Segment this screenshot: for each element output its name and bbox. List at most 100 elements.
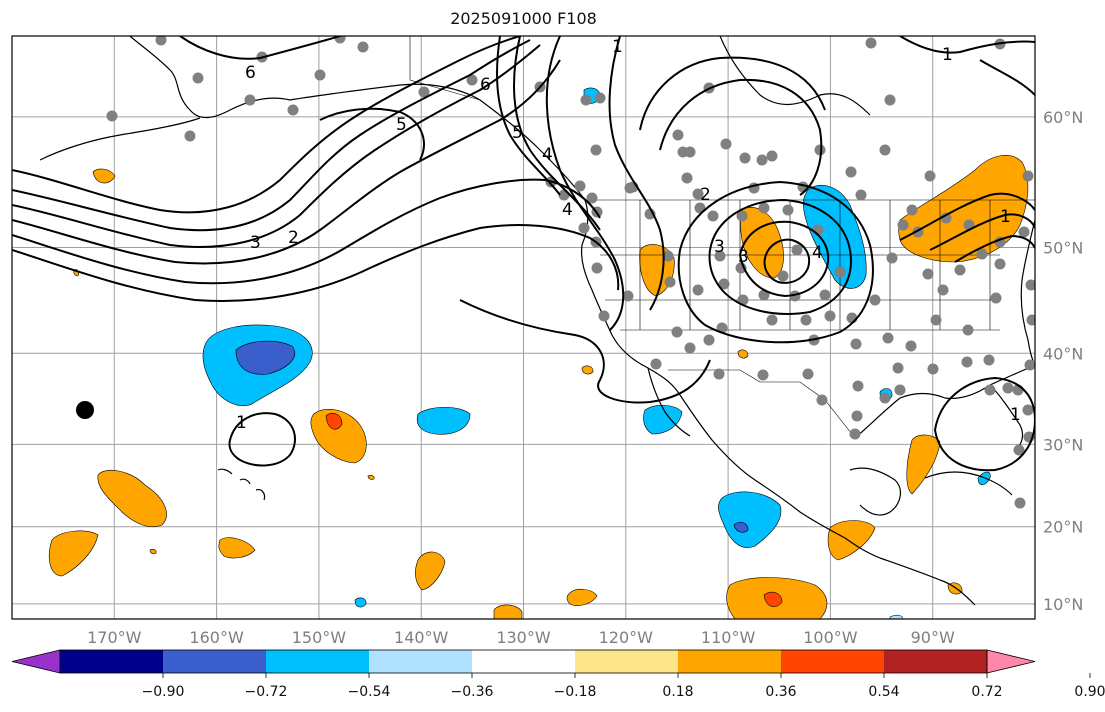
positive-anomaly-small-2 [149,548,157,555]
map-title: 2025091000 F108 [450,9,597,28]
station-dot [897,219,909,231]
positive-anomaly-gulf-east [906,434,941,495]
station-dot [586,192,598,204]
graticule [12,36,1035,619]
contour-west-trough-4 [608,36,665,311]
contour-label: 4 [562,200,573,220]
station-dot [1014,497,1026,509]
station-dot [1022,404,1034,416]
station-dot [869,294,881,306]
station-dot [692,284,704,296]
station-dot [184,130,196,142]
station-dot [707,210,719,222]
station-dot [558,189,570,201]
contour-cutoff-low-core [763,238,811,284]
station-dot [692,188,704,200]
colorbar-segment [781,650,885,673]
contour-label: 4 [812,243,823,263]
station-dot [574,180,586,192]
station-dot [1026,314,1035,326]
contour-northeast [899,36,1035,54]
station-dot [671,326,683,338]
contour-label: 1 [236,413,247,433]
positive-anomaly-hawaii-west [97,469,167,528]
contour-north-pacific-1 [12,36,521,214]
contour-great-lakes-3 [954,234,1035,263]
baja [647,367,691,437]
latitude-labels: 10°N 20°N 30°N 40°N 50°N 60°N [1043,108,1083,614]
station-dot [713,368,725,380]
station-dot [984,384,996,396]
station-dot [418,86,430,98]
station-dot [816,394,828,406]
negative-anomaly-south-mexico [889,614,903,619]
station-dot [940,212,952,224]
colorbar-tick-label: −0.18 [554,684,597,700]
latitude-label: 40°N [1043,344,1083,363]
yucatan [849,467,902,516]
station-dot [819,289,831,301]
station-dot [684,342,696,354]
station-dot [192,72,204,84]
longitude-label: 160°W [189,628,244,647]
us-mexico-border [668,369,856,439]
station-dot [777,270,789,282]
contour-label: 3 [250,233,261,253]
latitude-label: 20°N [1043,518,1083,537]
positive-anomaly-hawaii-sw [49,530,99,577]
station-dot [720,138,732,150]
contour-label: 6 [245,63,256,83]
station-dot [244,94,256,106]
station-dot [672,129,684,141]
florida [989,384,1024,451]
longitude-label: 140°W [394,628,449,647]
colorbar-outline [59,649,988,674]
station-dot [937,284,949,296]
colorbar-segment [472,650,576,673]
station-dot [924,170,936,182]
station-dot [580,94,592,106]
height-contours [12,36,1035,472]
contour-west-trough-3 [496,36,561,196]
positive-anomaly-subtropic-1 [310,408,367,464]
station-dot [758,202,770,214]
station-dot [650,358,662,370]
contour-north-pacific-3 [12,44,541,248]
station-dot [961,356,973,368]
station-dot [852,380,864,392]
longitude-label: 100°W [803,628,858,647]
station-dot [930,314,942,326]
station-dot [703,334,715,346]
station-dot [814,144,826,156]
colorbar-tick-label: −0.90 [142,684,185,700]
colorbar-segment [884,650,988,673]
station-dot [598,310,610,322]
station-dot [718,278,730,290]
station-dot [927,363,939,375]
station-dot [578,222,590,234]
strong-positive-anomaly-subtropic-1 [325,412,343,430]
station-dot [1022,170,1034,182]
negative-anomaly-small [354,597,367,608]
colorbar-segment [266,650,370,673]
positive-anomaly-south-2 [566,588,598,606]
station-dot [739,152,751,164]
hudson-region [719,36,871,116]
station-dot [684,146,696,158]
cuba [924,471,1013,496]
station-dot [886,252,898,264]
positive-anomaly-great-lakes [898,155,1029,263]
station-dot [1002,382,1014,394]
contour-label: 1 [942,45,953,65]
station-dot [879,392,891,404]
colorbar-segment [369,650,473,673]
longitude-labels: 170°W 160°W 150°W 140°W 130°W 120°W 110°W 100°W… [87,628,955,647]
station-dot [155,36,167,46]
contour-cutoff-low-inner [738,220,830,298]
station-dot [757,369,769,381]
longitude-label: 150°W [292,628,347,647]
station-dot [357,41,369,53]
positive-anomaly-rockies [740,207,784,279]
latitude-label: 30°N [1043,435,1083,454]
